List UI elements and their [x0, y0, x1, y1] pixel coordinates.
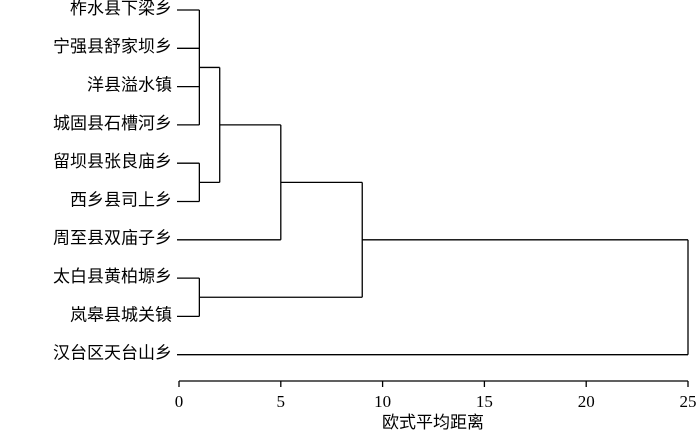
x-tick-label: 25: [680, 392, 697, 411]
leaf-label: 太白县黄柏塬乡: [53, 267, 172, 286]
x-tick-label: 0: [175, 392, 184, 411]
x-tick-label: 15: [476, 392, 493, 411]
x-tick-label: 10: [374, 392, 391, 411]
leaf-label: 西乡县司上乡: [70, 190, 172, 209]
leaf-label: 留坝县张良庙乡: [53, 152, 172, 171]
leaf-label: 岚皋县城关镇: [70, 305, 172, 324]
leaf-label: 汉台区天台山乡: [53, 344, 172, 363]
leaf-label: 柞水县下梁乡: [70, 0, 172, 18]
leaf-label: 周至县双庙子乡: [53, 229, 172, 248]
leaf-label: 宁强县舒家坝乡: [53, 37, 172, 56]
x-axis-label: 欧式平均距离: [382, 413, 484, 432]
x-tick-label: 20: [578, 392, 595, 411]
leaf-label: 城固县石槽河乡: [53, 114, 172, 133]
x-tick-label: 5: [277, 392, 286, 411]
leaf-label: 洋县溢水镇: [87, 76, 172, 95]
